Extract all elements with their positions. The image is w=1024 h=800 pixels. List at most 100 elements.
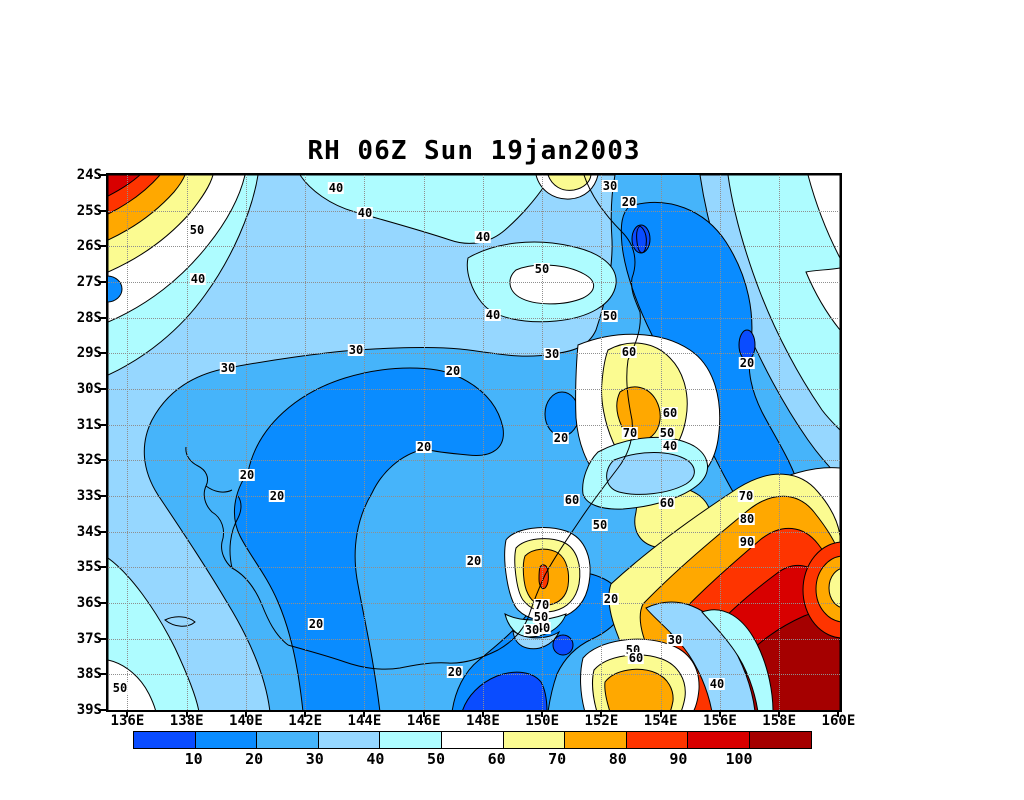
x-tick-label: 154E — [643, 713, 678, 729]
region-60-70-topcenter — [547, 175, 592, 191]
contour-value-label: 50 — [658, 426, 676, 440]
coastline-gulf-st-vincent — [205, 485, 233, 493]
x-tick-label: 150E — [525, 713, 559, 729]
y-tick-mark — [98, 423, 108, 426]
contour-value-label: 50 — [601, 309, 619, 323]
region-50-60-right-a — [807, 175, 840, 259]
contour-value-label: 50 — [533, 262, 551, 276]
y-tick-mark — [98, 174, 108, 176]
contour-value-label: 50 — [111, 681, 129, 695]
contour-value-label: 30 — [347, 343, 365, 357]
region-50-60-mid-oval — [509, 264, 595, 305]
x-tick-mark — [600, 710, 603, 717]
region-70-80-notch — [815, 555, 840, 623]
colorbar-segment — [134, 732, 196, 748]
y-tick-mark — [98, 209, 108, 212]
contour-value-label: 20 — [444, 364, 462, 378]
contour-value-label: 30 — [219, 361, 237, 375]
contour-value-label: 20 — [738, 356, 756, 370]
contour-value-label: 60 — [661, 406, 679, 420]
region-30-40-tongue-core — [606, 452, 695, 495]
y-tick-mark — [98, 602, 108, 604]
contour-value-label: 30 — [666, 633, 684, 647]
contour-value-label: 20 — [268, 489, 286, 503]
x-tick-mark — [541, 710, 544, 717]
x-tick-label: 152E — [584, 713, 619, 729]
region-50-60-right-b — [805, 267, 840, 331]
x-tick-mark — [244, 710, 247, 717]
y-tick-mark — [98, 281, 108, 283]
contour-value-label: 60 — [620, 345, 638, 359]
y-tick-mark — [98, 673, 108, 676]
contour-value-label: 40 — [356, 206, 374, 220]
region-30-40-chimney-arc — [512, 629, 561, 650]
colorbar-segment — [565, 732, 627, 748]
x-tick-label: 148E — [466, 713, 500, 729]
contour-value-label: 70 — [533, 598, 551, 612]
colorbar-tick-label: 90 — [669, 750, 688, 768]
region-50-60-bottomleft — [108, 659, 156, 710]
x-tick-mark — [363, 710, 366, 717]
y-tick-label: 32S — [76, 452, 102, 469]
y-tick-mark — [98, 388, 108, 390]
y-tick-label: 25S — [76, 202, 102, 219]
contour-value-label: 20 — [307, 617, 325, 631]
colorbar-tick-label: 70 — [548, 750, 567, 768]
x-tick-mark — [778, 710, 781, 717]
colorbar-tick-label: 50 — [426, 750, 446, 768]
contour-value-label: 20 — [620, 195, 638, 209]
x-tick-mark — [837, 710, 840, 717]
y-tick-label: 35S — [76, 559, 102, 576]
x-tick-mark — [718, 710, 721, 717]
colorbar-segment — [195, 732, 258, 748]
y-tick-label: 24S — [76, 167, 102, 183]
region-90-100-topleft — [108, 175, 141, 197]
contour-value-label: 20 — [602, 592, 620, 606]
x-tick-label: 138E — [169, 713, 204, 729]
y-tick-label: 36S — [76, 595, 102, 611]
x-tick-mark — [185, 710, 188, 717]
x-tick-label: 142E — [288, 713, 322, 729]
y-tick-label: 29S — [76, 345, 102, 362]
x-tick-mark — [304, 710, 307, 717]
coastline-east-australia — [287, 175, 641, 670]
region-lt10-northeast — [631, 224, 651, 254]
contour-field — [108, 175, 840, 710]
x-tick-label: 144E — [347, 713, 382, 729]
colorbar-segment — [749, 732, 811, 748]
y-tick-label: 33S — [76, 488, 102, 504]
coastline-kangaroo-island — [164, 616, 196, 627]
colorbar-tick-label: 30 — [305, 750, 324, 768]
contour-value-label: 20 — [415, 440, 433, 454]
y-tick-label: 37S — [76, 630, 102, 647]
colorbar-tick-label: 40 — [366, 750, 385, 768]
region-70-80-midright — [616, 386, 661, 441]
region-10-20-small-oval — [544, 391, 580, 437]
contour-value-label: 70 — [737, 489, 755, 503]
y-tick-mark — [98, 566, 108, 569]
contour-value-label: 40 — [189, 272, 207, 286]
y-tick-label: 38S — [76, 666, 102, 683]
x-tick-label: 160E — [821, 713, 856, 729]
region-60-70-notch — [828, 568, 840, 608]
y-tick-mark — [98, 316, 108, 319]
x-tick-label: 158E — [762, 713, 796, 729]
region-40-50-right — [727, 175, 840, 431]
coastline-fraser-island — [636, 225, 647, 254]
contour-value-label: 50 — [532, 610, 550, 624]
y-tick-label: 39S — [76, 702, 102, 718]
y-tick-mark — [98, 459, 108, 462]
y-tick-mark — [98, 709, 108, 711]
contour-value-label: 40 — [708, 677, 726, 691]
contour-value-label: 20 — [446, 665, 464, 679]
contour-value-label: 50 — [188, 223, 206, 237]
x-tick-mark — [422, 710, 425, 717]
x-tick-mark — [659, 710, 662, 717]
plot-title: RH 06Z Sun 19jan2003 — [307, 136, 641, 166]
contour-value-label: 40 — [327, 181, 345, 195]
contour-value-label: 20 — [552, 431, 570, 445]
x-tick-label: 156E — [703, 713, 737, 729]
region-40-50-diag — [701, 609, 774, 710]
coastline-spencer-gulf — [229, 495, 242, 569]
